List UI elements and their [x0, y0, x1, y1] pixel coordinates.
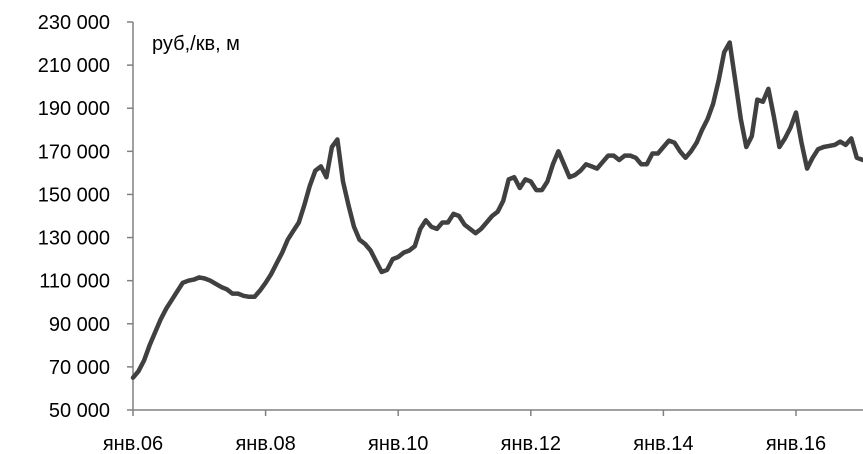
- y-tick-label: 110 000: [39, 271, 110, 293]
- x-tick-label: янв.12: [501, 433, 561, 454]
- y-tick-label: 50 000: [49, 400, 110, 422]
- unit-label: руб,/кв, м: [152, 33, 240, 55]
- y-tick-label: 130 000: [38, 228, 110, 250]
- x-tick-label: янв.10: [368, 433, 428, 454]
- y-tick-label: 170 000: [38, 141, 110, 163]
- x-tick-label: янв.06: [103, 433, 163, 454]
- y-tick-label: 210 000: [38, 55, 110, 77]
- y-tick-label: 150 000: [38, 184, 110, 206]
- series-layer: [130, 40, 863, 380]
- y-tick-label: 90 000: [49, 314, 110, 336]
- chart-axes: [132, 22, 863, 411]
- series-line: [130, 40, 863, 380]
- x-tick-label: янв.16: [766, 433, 826, 454]
- y-tick-label: 230 000: [38, 12, 110, 34]
- x-tick-label: янв.14: [633, 433, 693, 454]
- y-axis-ticks: 50 000 70 000 90 000 110 000 130 000 150 000 1…: [38, 12, 133, 422]
- y-tick-label: 190 000: [38, 98, 110, 120]
- y-tick-label: 70 000: [49, 357, 110, 379]
- x-axis-ticks: янв.06 янв.08 янв.10 янв.12 янв.14 янв.16: [103, 410, 826, 454]
- x-tick-label: янв.08: [235, 433, 295, 454]
